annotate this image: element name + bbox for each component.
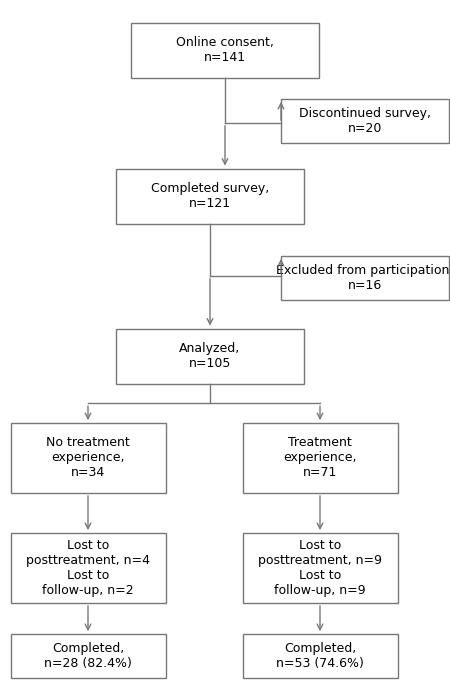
Bar [10,533,166,603]
Bar [243,423,397,493]
Bar [116,329,304,383]
Bar [243,634,397,678]
Text: Analyzed,
n=105: Analyzed, n=105 [180,342,241,370]
Text: Completed,
n=28 (82.4%): Completed, n=28 (82.4%) [44,642,132,670]
Bar [131,23,319,78]
Bar [10,634,166,678]
Text: Treatment
experience,
n=71: Treatment experience, n=71 [283,436,357,480]
Bar [10,423,166,493]
Text: Completed,
n=53 (74.6%): Completed, n=53 (74.6%) [276,642,364,670]
Bar [281,99,449,143]
Text: Discontinued survey,
n=20: Discontinued survey, n=20 [299,107,431,135]
Text: Excluded from participation,
n=16: Excluded from participation, n=16 [276,264,450,292]
Text: Online consent,
n=141: Online consent, n=141 [176,36,274,64]
Text: Completed survey,
n=121: Completed survey, n=121 [151,182,269,210]
Bar [243,533,397,603]
Text: Lost to
posttreatment, n=9
Lost to
follow-up, n=9: Lost to posttreatment, n=9 Lost to follo… [258,539,382,597]
Text: No treatment
experience,
n=34: No treatment experience, n=34 [46,436,130,480]
Text: Lost to
posttreatment, n=4
Lost to
follow-up, n=2: Lost to posttreatment, n=4 Lost to follo… [26,539,150,597]
Bar [281,256,449,300]
Bar [116,169,304,224]
